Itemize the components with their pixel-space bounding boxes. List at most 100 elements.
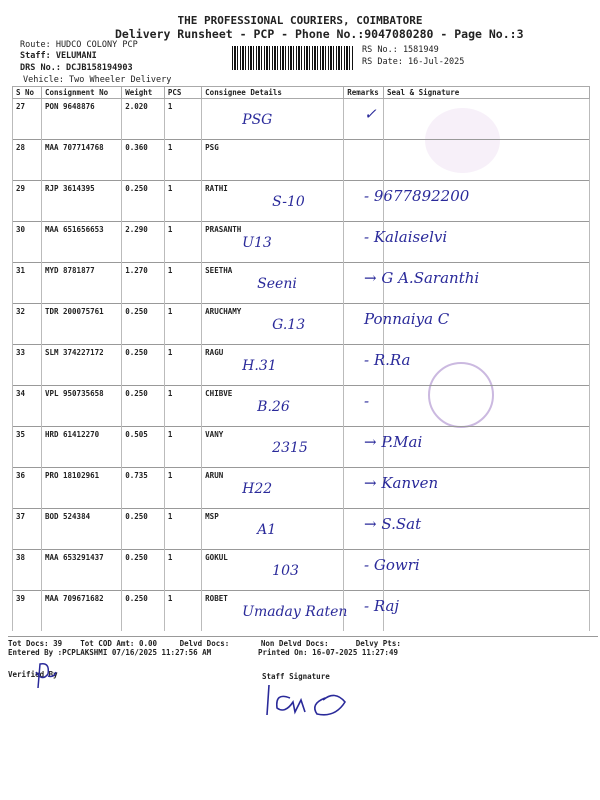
consignee-name: GOKUL bbox=[205, 553, 228, 562]
vehicle: Vehicle: Two Wheeler Delivery bbox=[23, 75, 172, 85]
cell-pcs: 1 bbox=[163, 221, 203, 263]
table-row: 36 PRO 18102961 0.735 1 ARUN H22 → Kanven bbox=[12, 467, 590, 509]
cell-cn: SLM 374227172 bbox=[40, 344, 123, 386]
rs-date: RS Date: 16-Jul-2025 bbox=[362, 57, 465, 67]
handwritten-signature: → Kanven bbox=[364, 474, 439, 492]
handwritten-address: 2315 bbox=[272, 440, 308, 456]
cell-pcs: 1 bbox=[163, 467, 203, 509]
cell-weight: 0.250 bbox=[121, 303, 165, 345]
totals-row: Tot Docs: 39 Tot COD Amt: 0.00 Delvd Doc… bbox=[8, 636, 598, 648]
cell-signature bbox=[383, 139, 590, 181]
cell-weight: 2.020 bbox=[121, 98, 165, 140]
cell-pcs: 1 bbox=[163, 549, 203, 591]
cell-sno: 37 bbox=[12, 508, 42, 550]
cell-pcs: 1 bbox=[163, 180, 203, 222]
cell-consignee: CHIBVE B.26 bbox=[201, 385, 345, 427]
cell-signature: → Kanven bbox=[364, 467, 590, 509]
tot-docs: Tot Docs: 39 bbox=[8, 639, 63, 648]
consignee-name: SEETHA bbox=[205, 266, 233, 275]
cell-weight: 0.250 bbox=[121, 180, 165, 222]
handwritten-signature: Ponnaiya C bbox=[364, 310, 450, 328]
cell-consignee: ARUCHAMY G.13 bbox=[201, 303, 345, 345]
cell-sno: 36 bbox=[12, 467, 42, 509]
handwritten-address: H.31 bbox=[242, 358, 277, 374]
cell-remarks bbox=[343, 139, 385, 181]
cell-pcs: 1 bbox=[163, 508, 203, 550]
non-delvd-docs: Non Delvd Docs: bbox=[260, 639, 329, 648]
handwritten-signature: - Gowri bbox=[364, 556, 420, 574]
cell-cn: MAA 709671682 bbox=[40, 590, 123, 631]
cell-weight: 0.250 bbox=[121, 344, 165, 386]
cell-remarks bbox=[343, 262, 385, 304]
cell-cn: MAA 707714768 bbox=[40, 139, 123, 181]
rs-no: RS No.: 1581949 bbox=[362, 45, 439, 55]
cell-consignee: SEETHA Seeni bbox=[201, 262, 345, 304]
verifier-signature bbox=[35, 662, 57, 689]
runsheet-table: S No Consignment No Weight PCS Consignee Det… bbox=[12, 86, 590, 631]
handwritten-signature: → S.Sat bbox=[364, 515, 422, 533]
cell-consignee: RATHI S-10 bbox=[201, 180, 345, 222]
consignee-name: CHIBVE bbox=[205, 389, 233, 398]
cell-sno: 29 bbox=[12, 180, 42, 222]
cell-remarks bbox=[343, 467, 385, 509]
cell-consignee: GOKUL 103 bbox=[201, 549, 345, 591]
consignee-name: PSG bbox=[205, 143, 219, 152]
consignee-name: RAGU bbox=[205, 348, 224, 357]
table-row: 27 PON 9648876 2.020 1 PSG ✓ bbox=[12, 98, 590, 140]
consignee-name: RATHI bbox=[205, 184, 228, 193]
cell-cn: PON 9648876 bbox=[40, 98, 123, 140]
handwritten-address: PSG bbox=[242, 112, 273, 128]
delvy-pts: Delvy Pts: bbox=[355, 639, 401, 648]
route: Route: HUDCO COLONY PCP bbox=[20, 40, 138, 50]
cell-cn: RJP 3614395 bbox=[40, 180, 123, 222]
cell-weight: 0.250 bbox=[121, 590, 165, 631]
handwritten-address: U13 bbox=[242, 235, 272, 251]
cell-cn: TDR 200075761 bbox=[40, 303, 123, 345]
cell-weight: 1.270 bbox=[121, 262, 165, 304]
cell-signature: - Raj bbox=[364, 590, 590, 631]
cell-weight: 0.360 bbox=[121, 139, 165, 181]
consignee-name: VANY bbox=[205, 430, 224, 439]
cell-sno: 38 bbox=[12, 549, 42, 591]
cell-cn: MAA 653291437 bbox=[40, 549, 123, 591]
column-header: Consignee Details bbox=[201, 86, 345, 99]
cell-remarks bbox=[343, 98, 385, 140]
handwritten-signature: - Raj bbox=[364, 597, 400, 615]
cell-sno: 27 bbox=[12, 98, 42, 140]
handwritten-signature: - Kalaiselvi bbox=[364, 228, 448, 246]
cell-weight: 0.250 bbox=[121, 508, 165, 550]
cell-sno: 28 bbox=[12, 139, 42, 181]
cell-consignee: ARUN H22 bbox=[201, 467, 345, 509]
cell-signature: → G A.Saranthi bbox=[364, 262, 590, 304]
cell-signature: - 9677892200 bbox=[364, 180, 590, 222]
cell-consignee: RAGU H.31 bbox=[201, 344, 345, 386]
cell-sno: 39 bbox=[12, 590, 42, 631]
cell-remarks bbox=[343, 180, 385, 222]
cell-remarks bbox=[343, 590, 385, 631]
cell-remarks bbox=[343, 303, 385, 345]
handwritten-signature: → P.Mai bbox=[364, 433, 423, 451]
cell-pcs: 1 bbox=[163, 303, 203, 345]
cell-cn: MYD 8781877 bbox=[40, 262, 123, 304]
table-row: 39 MAA 709671682 0.250 1 ROBET Umaday Raten - … bbox=[12, 590, 590, 631]
table-row: 30 MAA 651656653 2.290 1 PRASANTH U13 - Kalais… bbox=[12, 221, 590, 263]
cell-pcs: 1 bbox=[163, 139, 203, 181]
cell-weight: 2.290 bbox=[121, 221, 165, 263]
table-row: 35 HRD 61412270 0.505 1 VANY 2315 → P.Mai bbox=[12, 426, 590, 468]
cell-signature: - Gowri bbox=[364, 549, 590, 591]
column-header: Consignment No bbox=[40, 86, 123, 99]
staff-signature bbox=[266, 684, 346, 716]
company-name: THE PROFESSIONAL COURIERS, COIMBATORE bbox=[177, 14, 423, 27]
cell-pcs: 1 bbox=[163, 426, 203, 468]
cell-sno: 35 bbox=[12, 426, 42, 468]
consignee-name: ARUN bbox=[205, 471, 224, 480]
cell-cn: VPL 950735658 bbox=[40, 385, 123, 427]
handwritten-signature: - 9677892200 bbox=[364, 187, 470, 205]
cell-pcs: 1 bbox=[163, 344, 203, 386]
handwritten-signature: ✓ bbox=[364, 105, 377, 123]
consignee-name: ARUCHAMY bbox=[205, 307, 242, 316]
printed-on: Printed On: 16-07-2025 11:27:49 bbox=[258, 648, 398, 657]
table-row: 28 MAA 707714768 0.360 1 PSG bbox=[12, 139, 590, 181]
handwritten-address: S-10 bbox=[272, 194, 305, 210]
cell-cn: BOD 524384 bbox=[40, 508, 123, 550]
